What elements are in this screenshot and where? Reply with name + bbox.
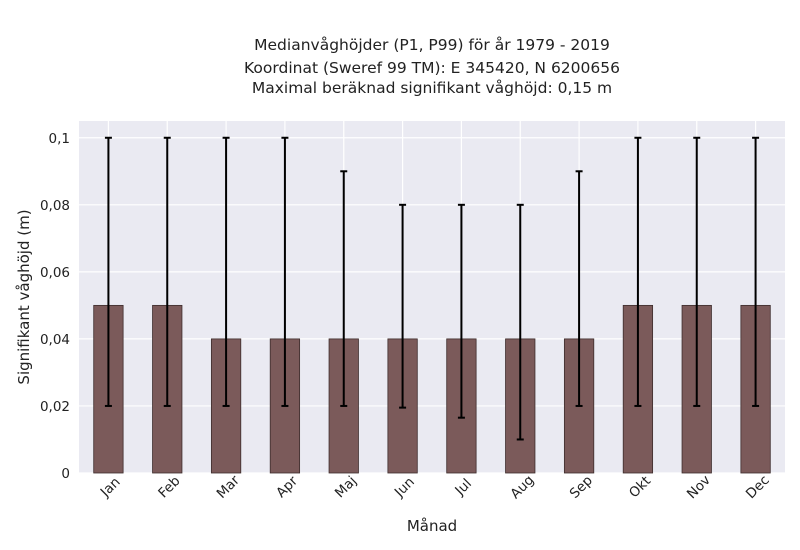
x-tick-label: Feb [155,473,183,501]
error-bar-dec [752,136,760,407]
plot-background [79,121,785,473]
y-tick-label: 0 [61,466,70,482]
error-bar-aug [516,203,524,441]
y-tick-label: 0,06 [40,265,70,281]
y-tick-labels: 0 0,02 0,04 0,06 0,08 0,1 [40,131,70,482]
error-bar-nov [693,136,701,407]
error-bar-maj [340,170,348,407]
y-axis-label: Signifikant våghöjd (m) [15,209,33,384]
x-tick-label: Okt [626,473,654,501]
error-bar-jul [457,203,465,419]
chart-title: Medianvåghöjder (P1, P99) för år 1979 - … [244,36,620,97]
x-tick-label: Maj [332,473,360,501]
x-tick-label: Jan [97,474,124,501]
error-bars [104,136,760,441]
y-tick-label: 0,02 [40,399,70,415]
x-tick-label: Jul [451,476,475,500]
title-line: Medianvåghöjder (P1, P99) för år 1979 - … [254,36,610,54]
x-tick-label: Mar [214,472,244,502]
error-bar-apr [281,136,289,407]
x-tick-label: Aug [507,472,537,502]
title-line: Koordinat (Sweref 99 TM): E 345420, N 62… [244,59,620,77]
x-tick-label: Jun [391,474,418,501]
error-bar-jun [399,203,407,409]
error-bar-feb [163,136,171,407]
x-axis-label: Månad [407,517,457,535]
error-bar-okt [634,136,642,407]
error-bar-sep [575,170,583,407]
x-tick-label: Sep [567,473,596,502]
title-line: Maximal beräknad signifikant våghöjd: 0,… [252,79,612,97]
x-tick-labels: Jan Feb Mar Apr Maj Jun Jul Aug Sep Okt Nov Dec [97,472,773,502]
x-tick-label: Apr [273,473,301,501]
error-bar-mar [222,136,230,407]
y-tick-label: 0,1 [49,131,70,147]
x-tick-label: Nov [684,472,714,502]
y-tick-label: 0,08 [40,198,70,214]
y-tick-label: 0,04 [40,332,70,348]
x-tick-label: Dec [743,472,773,502]
error-bar-jan [104,136,112,407]
